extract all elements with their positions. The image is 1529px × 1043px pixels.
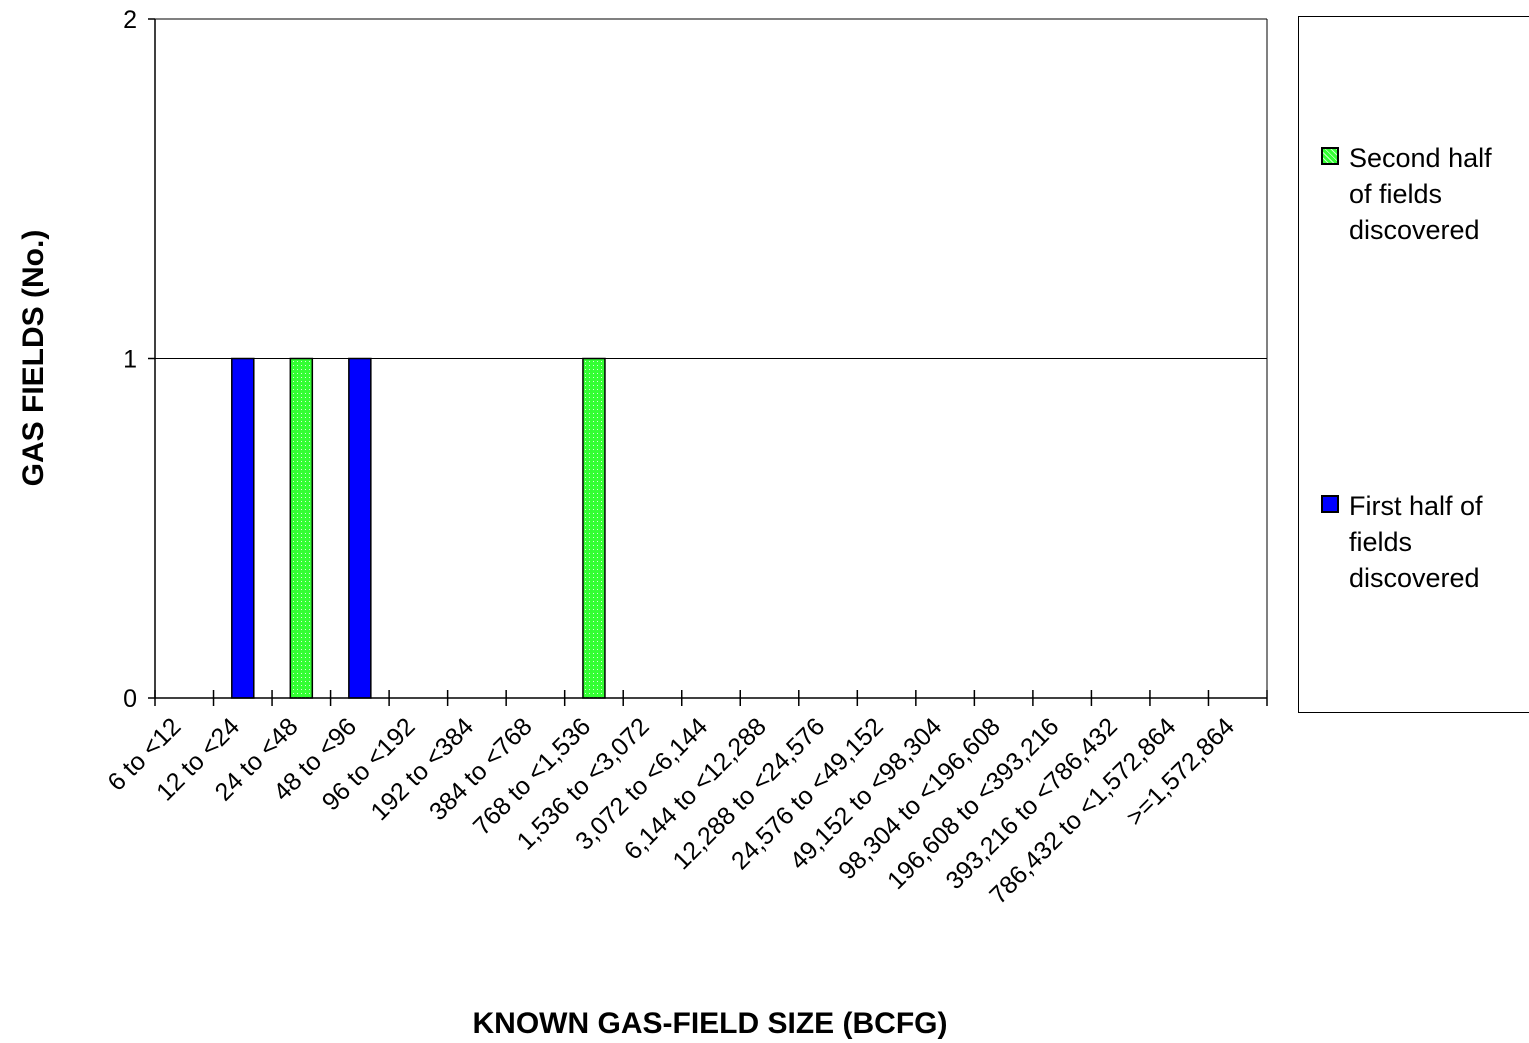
- legend-swatch-first-half: [1321, 495, 1339, 513]
- legend: Second half of fields discovered First h…: [1298, 16, 1529, 713]
- y-tick-labels: 0 1 2: [123, 6, 155, 713]
- bar-first-half-3: [348, 357, 372, 699]
- legend-swatch-second-half: [1321, 147, 1339, 165]
- y-axis-title: GAS FIELDS (No.): [17, 230, 50, 487]
- y-tick-label-1: 1: [123, 346, 137, 374]
- y-tick-label-0: 0: [123, 685, 137, 713]
- legend-label-second-half: Second half of fields discovered: [1349, 143, 1492, 245]
- gridlines: [155, 18, 1267, 359]
- bar-second-half-2: [289, 357, 314, 699]
- bars: [231, 357, 606, 699]
- legend-label-first-half: First half of fields discovered: [1349, 491, 1483, 593]
- bar-second-half-7: [582, 357, 606, 699]
- x-axis-title: KNOWN GAS-FIELD SIZE (BCFG): [473, 1007, 948, 1040]
- y-tick-label-2: 2: [123, 6, 137, 34]
- bar-first-half-1: [231, 357, 255, 699]
